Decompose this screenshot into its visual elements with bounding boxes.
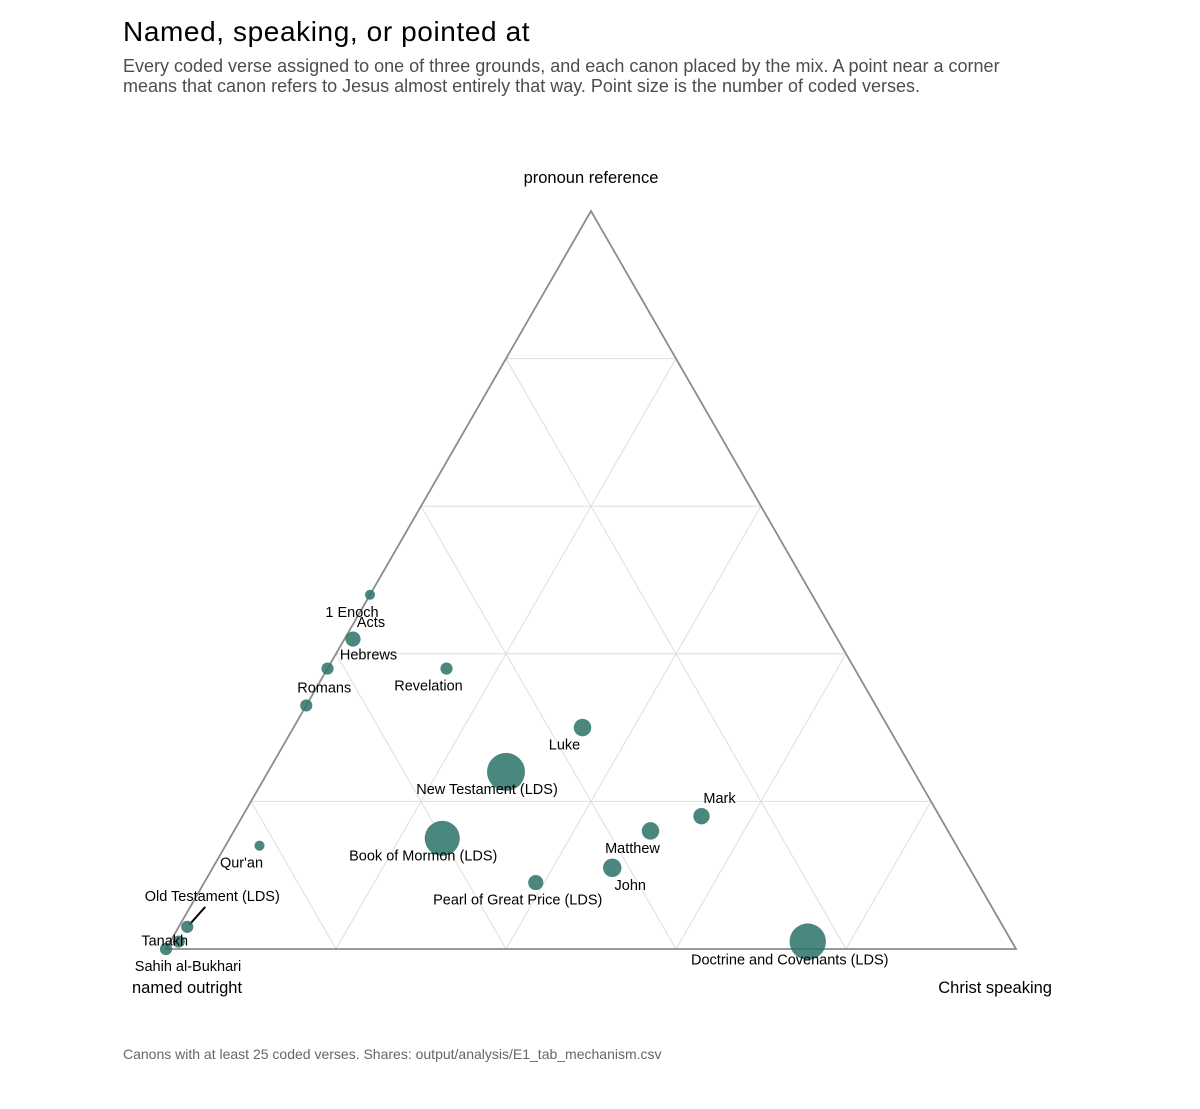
data-point (321, 662, 334, 675)
data-point (573, 718, 592, 737)
chart-title: Named, speaking, or pointed at (123, 16, 531, 47)
grid-line (335, 653, 507, 950)
data-point (300, 699, 313, 712)
point-label: Pearl of Great Price (LDS) (433, 893, 602, 909)
data-point (440, 662, 453, 675)
axis-label-named: named outright (132, 979, 242, 997)
data-points (159, 589, 826, 960)
grid-lines (250, 358, 932, 950)
point-label: John (615, 878, 646, 894)
point-label: Hebrews (340, 648, 397, 664)
chart-caption: Canons with at least 25 coded verses. Sh… (123, 1046, 662, 1062)
chart-subtitle: Every coded verse assigned to one of thr… (123, 56, 1000, 96)
point-label: Matthew (605, 841, 660, 857)
label-leaders (188, 906, 206, 926)
point-label: Romans (297, 680, 351, 696)
point-label: Doctrine and Covenants (LDS) (691, 953, 888, 969)
point-label: New Testament (LDS) (416, 782, 558, 798)
grid-line (675, 653, 847, 950)
point-label: Old Testament (LDS) (145, 889, 280, 905)
point-label: Sahih al-Bukhari (135, 959, 241, 975)
data-point (641, 822, 660, 840)
data-point (181, 920, 194, 933)
data-point (424, 820, 460, 856)
triangle-frame (164, 209, 1018, 950)
point-label: Luke (549, 738, 580, 754)
data-point (172, 935, 185, 948)
data-point (364, 589, 376, 600)
point-label: Tanakh (141, 934, 188, 950)
axis-label-speaking: Christ speaking (938, 979, 1052, 997)
point-label: Mark (703, 791, 736, 807)
data-point (159, 942, 173, 956)
data-point (603, 858, 622, 878)
point-label: Revelation (394, 679, 463, 695)
axis-label-pronoun: pronoun reference (524, 169, 659, 187)
data-point (789, 923, 826, 960)
point-label: Book of Mormon (LDS) (349, 848, 497, 864)
grid-line (250, 801, 337, 950)
data-point (693, 807, 710, 825)
grid-line (845, 801, 932, 950)
grid-line (505, 505, 762, 950)
data-point (487, 752, 525, 791)
point-label: Acts (357, 615, 385, 631)
point-label: Qur'an (220, 856, 263, 872)
point-label: 1 Enoch (325, 605, 378, 621)
label-leader-line (188, 906, 206, 926)
data-point (528, 874, 544, 891)
data-point (254, 840, 265, 851)
grid-line (420, 505, 677, 950)
data-point (345, 631, 361, 647)
